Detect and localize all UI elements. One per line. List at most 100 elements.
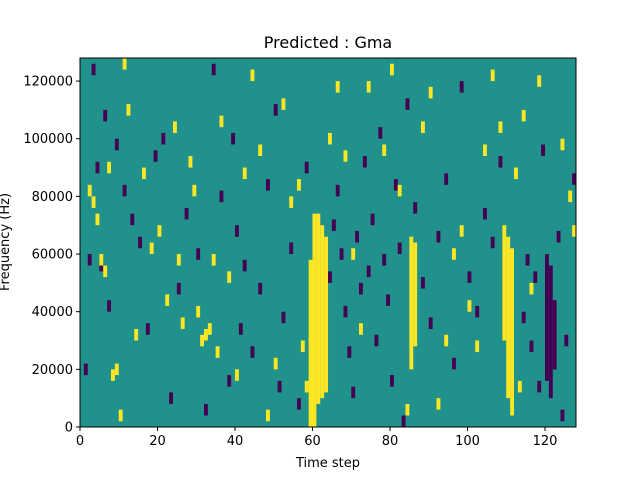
heatmap-yellow-cell [219,115,224,128]
heatmap-yellow-cell [390,63,394,76]
heatmap-yellow-cell [366,81,371,93]
heatmap-yellow-column [506,236,511,399]
heatmap-dark-cell [397,242,402,255]
heatmap-yellow-cell [188,156,193,168]
y-tick-label: 120000 [23,75,73,90]
heatmap-dark-cell [378,127,383,139]
heatmap-yellow-cell [490,69,495,82]
heatmap-dark-cell [138,236,143,249]
x-tick-label: 60 [304,434,321,449]
heatmap-yellow-cell [572,225,577,237]
heatmap-dark-cell [83,363,88,376]
heatmap-dark-cell [459,81,464,93]
heatmap-dark-cell [304,161,309,174]
heatmap-dark-cell [347,346,352,358]
heatmap-yellow-cell [405,403,410,416]
heatmap-yellow-cell [514,167,518,180]
heatmap-yellow-cell [142,167,146,180]
heatmap-yellow-cell [126,104,131,116]
chart-title: Predicted : Gma [264,33,392,52]
heatmap-yellow-cell [328,132,332,145]
heatmap-yellow-cell [281,98,286,110]
heatmap-yellow-cell [517,380,522,393]
y-tick-label: 20000 [32,363,73,378]
heatmap-yellow-cell [351,248,356,260]
heatmap-dark-cell [521,311,526,324]
heatmap-yellow-cell [343,150,348,162]
heatmap-dark-cell [390,375,394,387]
heatmap-yellow-cell [483,144,487,157]
heatmap-dark-cell [204,403,208,416]
heatmap-dark-cell [87,254,92,266]
heatmap-dark-cell [91,63,96,76]
heatmap-yellow-cell [173,121,177,133]
heatmap-dark-cell [475,305,480,318]
heatmap-yellow-cell [498,121,503,133]
heatmap-dark-cell [572,173,577,185]
y-tick-label: 0 [65,421,73,436]
heatmap-yellow-cell [359,323,363,335]
heatmap-yellow-cell [157,225,162,237]
heatmap-dark-cell [452,357,456,370]
axes-frame [79,57,577,428]
heatmap-dark-cell [401,415,406,427]
heatmap-yellow-cell [297,179,301,191]
heatmap-yellow-cell [200,334,205,347]
heatmap-dark-cell [103,109,108,122]
heatmap-dark-cell [161,132,166,145]
x-tick-label: 20 [149,434,166,449]
heatmap-yellow-cell [165,294,170,306]
plot-area [79,57,577,428]
heatmap-dark-cell [393,179,398,191]
heatmap-yellow-cell [211,254,216,266]
heatmap-dark-cell [219,190,224,203]
heatmap-dark-cell [541,144,546,157]
heatmap-dark-cell [328,271,332,283]
heatmap-yellow-column [316,213,321,404]
heatmap-yellow-cell [250,69,255,82]
heatmap-dark-cell [145,323,150,335]
heatmap-dark-cell [533,271,538,283]
heatmap-yellow-cell [99,254,104,266]
heatmap-yellow-cell [428,86,433,99]
heatmap-dark-cell [339,248,344,260]
heatmap-dark-cell [258,282,263,295]
heatmap-yellow-cell [111,369,115,381]
heatmap-dark-cell [235,225,239,237]
heatmap-dark-cell [374,334,379,347]
heatmap-dark-cell [169,392,174,404]
heatmap-yellow-cell [196,305,201,318]
heatmap-dark-column [545,254,549,381]
heatmap-dark-cell [289,242,294,255]
heatmap-dark-cell [343,305,348,318]
heatmap-dark-cell [386,294,391,306]
heatmap-dark-cell [107,300,112,312]
heatmap-dark-cell [537,380,542,393]
heatmap-yellow-cell [273,357,278,370]
heatmap-dark-cell [444,173,449,185]
y-tick-label: 60000 [32,248,73,263]
heatmap-dark-cell [421,277,425,289]
y-tick-label: 100000 [23,132,73,147]
heatmap-yellow-cell [568,190,573,203]
heatmap-yellow-cell [204,328,208,341]
heatmap-yellow-column [502,225,507,341]
y-axis: 0 20000 40000 60000 80000 100000 120000 [23,75,80,436]
heatmap-yellow-cell [421,121,425,133]
heatmap-yellow-column [510,248,515,416]
heatmap-yellow-cell [215,346,220,358]
heatmap-dark-cell [382,254,387,266]
heatmap-dark-cell [211,63,216,76]
heatmap-dark-cell [95,161,100,174]
heatmap-cells [83,58,577,427]
heatmap-yellow-cell [87,184,92,197]
heatmap-dark-cell [436,230,441,243]
heatmap-dark-cell [351,386,356,399]
y-tick-label: 80000 [32,190,73,205]
heatmap-yellow-cell [537,75,542,87]
heatmap-yellow-cell [95,213,100,226]
x-axis-label: Time step [295,456,360,471]
x-tick-label: 120 [533,434,558,449]
heatmap-yellow-cell [149,242,154,255]
heatmap-yellow-cell [207,323,212,335]
